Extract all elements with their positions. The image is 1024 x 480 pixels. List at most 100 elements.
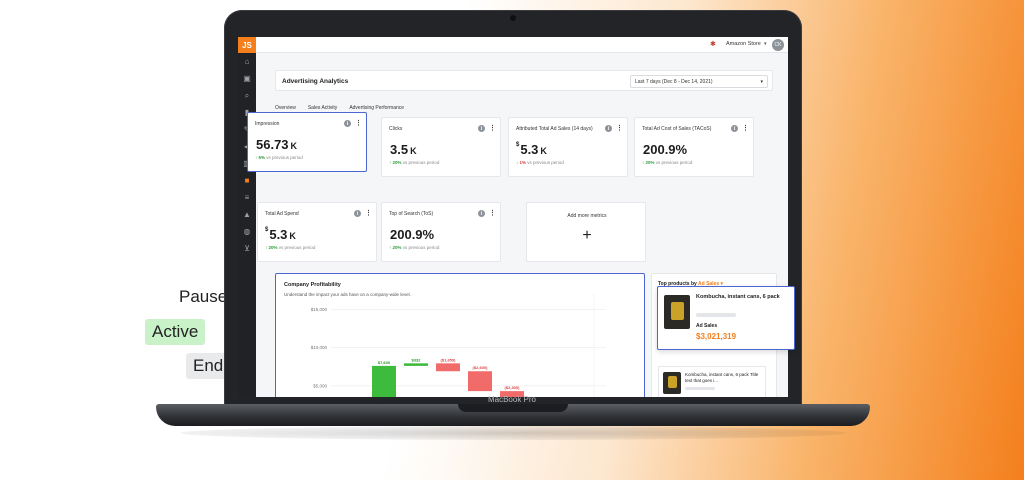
metric-unit: K bbox=[290, 141, 298, 151]
top-products-metric-select[interactable]: Ad Sales bbox=[698, 281, 720, 287]
delta-arrow-icon: ↑ bbox=[389, 245, 392, 250]
product-item[interactable]: Kombucha, instant cans, 6 pack Title tex… bbox=[658, 366, 766, 397]
y-tick-label: $10,000 bbox=[311, 345, 328, 350]
profitability-subtitle: Understand the impact your ads have on a… bbox=[284, 292, 411, 297]
metric-card[interactable]: Clicks i ⋮ 3.5 K ↑ 20% vs previous period bbox=[381, 117, 501, 177]
delta-compare: vs previous period bbox=[278, 245, 316, 250]
topbar: ✱ Amazon Store ▾ CK bbox=[256, 37, 788, 53]
metric-label: Top of Search (ToS) bbox=[389, 211, 434, 217]
status-tag-active: Active bbox=[145, 319, 206, 345]
box-icon[interactable]: ▣ bbox=[243, 74, 251, 83]
bar-data-label: ($2,600) bbox=[473, 365, 489, 370]
chevron-down-icon[interactable]: ▾ bbox=[764, 41, 767, 47]
metric-number: 200.9% bbox=[390, 227, 435, 242]
y-tick-label: $5,000 bbox=[313, 383, 327, 388]
ads-icon[interactable]: ■ bbox=[244, 176, 250, 185]
page-header: Advertising Analytics Last 7 days (Dec 8… bbox=[275, 70, 773, 91]
device-brand: MacBook Pro bbox=[487, 395, 537, 404]
sidebar: JS ⌂▣⌕▮✎◀▥■≡▲◍⊻ bbox=[238, 37, 256, 397]
metric-card[interactable]: Top of Search (ToS) i ⋮ 200.9% ↑ 20% vs prev… bbox=[381, 202, 501, 262]
delta-value: 20% bbox=[268, 245, 278, 250]
metric-value: 56.73 K bbox=[255, 137, 297, 152]
store-selector[interactable]: Amazon Store bbox=[726, 41, 761, 47]
delta-value: 20% bbox=[392, 245, 402, 250]
avatar[interactable]: CK bbox=[772, 39, 784, 51]
waterfall-chart: $15,000 $10,000 $5,000 $7,600 $332 ($1,659) ($… bbox=[311, 294, 606, 397]
tab-advertising-performance[interactable]: Advertising Performance bbox=[349, 105, 405, 111]
profitability-title: Company Profitability bbox=[284, 282, 341, 288]
graduation-cap-icon[interactable]: ▲ bbox=[243, 210, 251, 219]
metric-delta: ↑ 20% vs previous period bbox=[265, 245, 315, 250]
info-icon[interactable]: i bbox=[478, 210, 485, 217]
metric-number: 3.5 bbox=[390, 142, 409, 157]
more-options-icon[interactable]: ⋮ bbox=[355, 120, 362, 127]
y-tick-label: $15,000 bbox=[311, 307, 328, 312]
more-options-icon[interactable]: ⋮ bbox=[616, 125, 623, 132]
product-name: Kombucha, instant cans, 6 pack bbox=[696, 294, 780, 300]
metric-label: Total Ad Cost of Sales (TACoS) bbox=[642, 126, 712, 132]
delta-arrow-icon: ↑ bbox=[255, 155, 258, 160]
top-products-prefix: Top products by bbox=[658, 281, 697, 287]
delta-arrow-icon: ↑ bbox=[389, 160, 392, 165]
metric-unit: K bbox=[289, 231, 296, 241]
bar-data-label: ($2,300) bbox=[505, 385, 521, 390]
more-options-icon[interactable]: ⋮ bbox=[365, 210, 372, 217]
date-range-select[interactable]: Last 7 days (Dec 8 - Dec 14, 2021) ▾ bbox=[630, 75, 768, 88]
tab-sales-activity[interactable]: Sales Activity bbox=[307, 105, 338, 111]
stack-icon[interactable]: ≡ bbox=[244, 193, 250, 202]
metric-delta: ↑ 5% vs previous period bbox=[255, 155, 303, 160]
info-icon[interactable]: i bbox=[344, 120, 351, 127]
metric-card[interactable]: Impression i ⋮ 56.73 K ↑ 5% vs previous perio… bbox=[247, 112, 367, 172]
app-logo[interactable]: JS bbox=[238, 37, 256, 53]
add-metrics-card[interactable]: Add more metrics + bbox=[526, 202, 646, 262]
info-icon[interactable]: i bbox=[478, 125, 485, 132]
bar-data-label: $7,600 bbox=[378, 360, 391, 365]
home-icon[interactable]: ⌂ bbox=[244, 57, 250, 66]
delta-compare: vs previous period bbox=[402, 245, 440, 250]
product-name: Kombucha, instant cans, 6 pack Title tex… bbox=[685, 372, 759, 383]
more-options-icon[interactable]: ⋮ bbox=[489, 125, 496, 132]
metric-card[interactable]: Total Ad Cost of Sales (TACoS) i ⋮ 200.9% ↑ … bbox=[634, 117, 754, 177]
date-range-value: Last 7 days (Dec 8 - Dec 14, 2021) bbox=[635, 79, 713, 85]
company-profitability-card: Company Profitability Understand the imp… bbox=[275, 273, 645, 397]
metric-value: 200.9% bbox=[389, 227, 436, 242]
chevron-down-icon: ▾ bbox=[760, 79, 763, 85]
cart-icon[interactable]: ⊻ bbox=[244, 244, 250, 253]
delta-arrow-icon: ↓ bbox=[516, 160, 519, 165]
metric-number: 200.9% bbox=[643, 142, 688, 157]
info-icon[interactable]: i bbox=[354, 210, 361, 217]
delta-compare: vs previous period bbox=[266, 155, 303, 160]
more-options-icon[interactable]: ⋮ bbox=[489, 210, 496, 217]
laptop-notch bbox=[458, 404, 568, 412]
metric-value: 3.5 K bbox=[389, 142, 417, 157]
delta-compare: vs previous period bbox=[527, 160, 564, 165]
waterfall-bar[interactable] bbox=[468, 371, 492, 392]
product-bar bbox=[685, 387, 715, 390]
app-screen: JS ⌂▣⌕▮✎◀▥■≡▲◍⊻ ✱ Amazon Store ▾ CK Adve… bbox=[238, 37, 788, 397]
add-metrics-label: Add more metrics bbox=[567, 213, 607, 219]
plus-icon[interactable]: + bbox=[582, 227, 592, 244]
info-icon[interactable]: i bbox=[731, 125, 738, 132]
waterfall-bar[interactable] bbox=[436, 363, 460, 372]
flag-icon[interactable]: ✱ bbox=[710, 41, 716, 48]
wrench-icon[interactable]: ✎ bbox=[238, 121, 256, 138]
waterfall-bar[interactable] bbox=[500, 391, 524, 397]
product-metric-value: $3,021,319 bbox=[696, 332, 737, 341]
waterfall-bar[interactable] bbox=[372, 365, 396, 397]
search-icon[interactable]: ⌕ bbox=[244, 90, 250, 100]
metric-number: 5.3 bbox=[520, 142, 539, 157]
metric-delta: ↑ 20% vs previous period bbox=[642, 160, 692, 165]
laptop-lid: JS ⌂▣⌕▮✎◀▥■≡▲◍⊻ ✱ Amazon Store ▾ CK Adve… bbox=[224, 10, 802, 408]
metric-delta: ↑ 20% vs previous period bbox=[389, 245, 439, 250]
info-icon[interactable]: i bbox=[605, 125, 612, 132]
more-options-icon[interactable]: ⋮ bbox=[742, 125, 749, 132]
chevron-down-icon[interactable]: ▾ bbox=[720, 281, 724, 287]
metric-card[interactable]: Attributed Total Ad Sales (14 days) i ⋮ $5.… bbox=[508, 117, 628, 177]
waterfall-bar[interactable] bbox=[404, 363, 428, 366]
bar-data-label: ($1,659) bbox=[441, 357, 457, 362]
delta-compare: vs previous period bbox=[655, 160, 693, 165]
metric-card[interactable]: Total Ad Spend i ⋮ $5.3 K ↑ 20% vs previous p… bbox=[257, 202, 377, 262]
featured-product-card[interactable]: Kombucha, instant cans, 6 pack Ad Sales … bbox=[657, 286, 795, 350]
globe-icon[interactable]: ◍ bbox=[243, 227, 251, 236]
delta-arrow-icon: ↑ bbox=[265, 245, 268, 250]
